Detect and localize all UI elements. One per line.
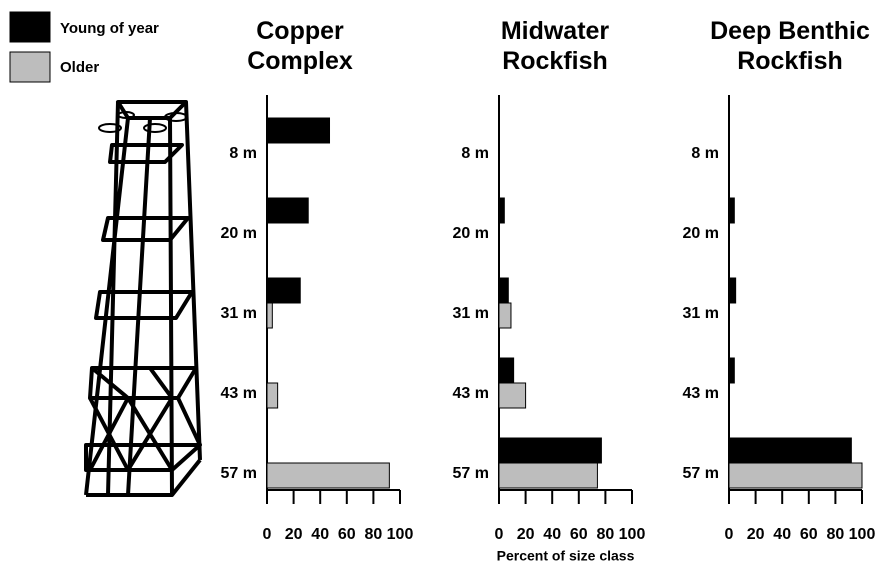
y-tick-label: 31 m xyxy=(453,305,489,322)
x-tick-label: 60 xyxy=(570,526,588,543)
legend-label: Young of year xyxy=(60,20,159,37)
panel-title: Deep Benthic Rockfish xyxy=(710,17,870,75)
tower-illustration xyxy=(84,100,202,497)
bar xyxy=(728,357,735,384)
bar xyxy=(728,197,735,224)
y-tick-label: 20 m xyxy=(221,225,257,242)
x-tick-label: 100 xyxy=(619,526,646,543)
y-tick-label: 8 m xyxy=(461,145,489,162)
x-tick-label: 80 xyxy=(597,526,615,543)
y-tick-label: 43 m xyxy=(683,385,719,402)
bar xyxy=(266,382,279,409)
y-tick-label: 43 m xyxy=(221,385,257,402)
x-tick-label: 100 xyxy=(849,526,876,543)
panel-title: Midwater Rockfish xyxy=(500,17,610,75)
bar xyxy=(498,462,598,489)
y-tick-label: 20 m xyxy=(683,225,719,242)
bar xyxy=(498,382,527,409)
x-tick-label: 20 xyxy=(517,526,535,543)
bar xyxy=(266,197,309,224)
legend: Young of year Older xyxy=(9,11,159,83)
bar xyxy=(728,437,852,464)
bar xyxy=(266,277,301,304)
y-tick-label: 31 m xyxy=(683,305,719,322)
legend-swatch xyxy=(9,11,51,43)
x-tick-label: 100 xyxy=(387,526,414,543)
x-tick-label: 40 xyxy=(543,526,561,543)
bar xyxy=(728,277,737,304)
bar xyxy=(266,302,273,329)
bar xyxy=(728,462,863,489)
bar xyxy=(498,277,509,304)
legend-label: Older xyxy=(60,59,99,76)
x-tick-label: 80 xyxy=(827,526,845,543)
x-tick-label: 0 xyxy=(495,526,504,543)
y-tick-label: 31 m xyxy=(221,305,257,322)
x-tick-label: 80 xyxy=(365,526,383,543)
bar xyxy=(266,462,390,489)
x-tick-label: 0 xyxy=(263,526,272,543)
x-tick-label: 20 xyxy=(747,526,765,543)
y-tick-label: 43 m xyxy=(453,385,489,402)
bar xyxy=(498,437,602,464)
y-tick-label: 57 m xyxy=(683,465,719,482)
x-tick-label: 40 xyxy=(311,526,329,543)
y-tick-label: 57 m xyxy=(221,465,257,482)
bar xyxy=(498,302,512,329)
x-tick-label: 0 xyxy=(725,526,734,543)
y-tick-label: 8 m xyxy=(229,145,257,162)
x-tick-label: 40 xyxy=(773,526,791,543)
bar xyxy=(498,197,505,224)
x-axis-label: Percent of size class xyxy=(497,548,635,564)
x-tick-label: 60 xyxy=(338,526,356,543)
x-tick-label: 60 xyxy=(800,526,818,543)
panel-title: Copper Complex xyxy=(247,17,353,75)
legend-swatch xyxy=(9,51,51,83)
bar xyxy=(498,357,515,384)
y-tick-label: 8 m xyxy=(691,145,719,162)
y-tick-label: 20 m xyxy=(453,225,489,242)
x-tick-label: 20 xyxy=(285,526,303,543)
y-tick-label: 57 m xyxy=(453,465,489,482)
bar xyxy=(266,117,331,144)
